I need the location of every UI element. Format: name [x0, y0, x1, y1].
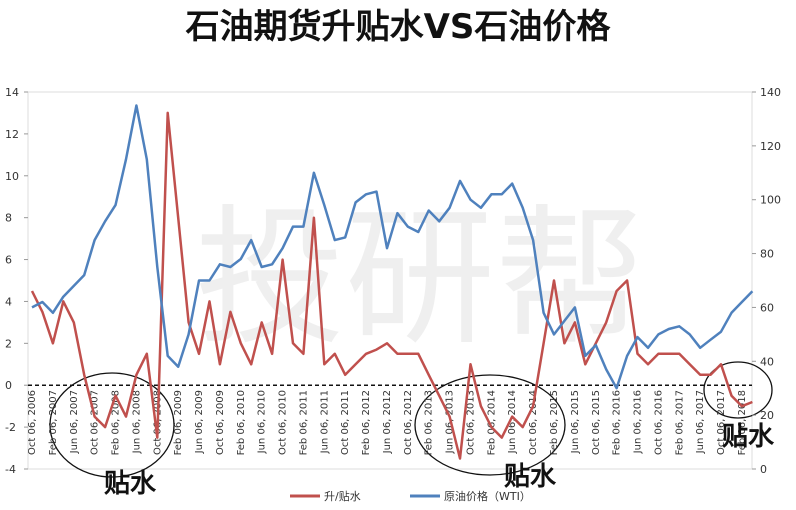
- x-tick-label: Jun 06, 2007: [69, 390, 80, 454]
- y-tick-label: 14: [5, 86, 19, 99]
- x-tick-label: Feb 06, 2008: [111, 390, 122, 455]
- annotation: 贴水: [104, 469, 157, 499]
- x-tick-label: Oct 06, 2006: [27, 390, 38, 455]
- x-tick-label: Oct 06, 2012: [403, 390, 414, 455]
- x-tick-label: Feb 06, 2007: [48, 390, 59, 455]
- x-tick-label: Oct 06, 2011: [340, 390, 351, 455]
- y2-tick-label: 120: [760, 140, 781, 153]
- x-tick-label: Oct 06, 2016: [653, 390, 664, 455]
- y2-tick-label: 100: [760, 194, 781, 207]
- x-tick-label: Jun 06, 2014: [507, 390, 518, 454]
- line-0: [30, 111, 753, 460]
- y2-tick-label: 80: [760, 248, 774, 261]
- x-tick-label: Jun 06, 2017: [695, 390, 706, 454]
- y2-tick-label: 40: [760, 355, 774, 368]
- plot-area: [27, 91, 753, 470]
- watermark: 投研帮: [195, 192, 645, 366]
- x-tick-label: Jun 06, 2015: [570, 390, 581, 454]
- x-tick-label: Oct 06, 2010: [278, 390, 289, 455]
- x-tick-label: Feb 06, 2017: [674, 390, 685, 455]
- x-tick-label: Feb 06, 2015: [549, 390, 560, 455]
- y-tick-label: 10: [5, 170, 19, 183]
- y-tick-label: -2: [5, 421, 16, 434]
- line-1: [31, 104, 754, 390]
- x-tick-label: Oct 06, 2009: [215, 390, 226, 455]
- annotation: 贴水: [504, 462, 557, 492]
- x-tick-label: Oct 06, 2017: [716, 390, 727, 455]
- x-tick-label: Oct 06, 2013: [465, 390, 476, 455]
- x-tick-label: Jun 06, 2016: [633, 390, 644, 454]
- annotation: 贴水: [722, 422, 775, 452]
- circle: [703, 361, 773, 419]
- x-tick-label: Jun 06, 2008: [131, 390, 142, 454]
- x-tick-label: Feb 06, 2014: [486, 390, 497, 455]
- y-tick-label: -4: [5, 463, 16, 476]
- legend-label: 升/贴水: [324, 489, 361, 503]
- y-tick-label: 2: [5, 337, 12, 350]
- circle: [49, 372, 175, 478]
- y2-tick-label: 140: [760, 86, 781, 99]
- x-tick-label: Jun 06, 2010: [257, 390, 268, 454]
- x-tick-label: Feb 06, 2009: [173, 390, 184, 455]
- x-tick-label: Jun 06, 2012: [382, 390, 393, 454]
- x-tick-label: Feb 06, 2016: [612, 390, 623, 455]
- x-tick-label: Oct 06, 2015: [591, 390, 602, 455]
- x-tick-label: Feb 06, 2012: [361, 390, 372, 455]
- x-tick-label: Jun 06, 2009: [194, 390, 205, 454]
- x-tick-label: Feb 06, 2013: [424, 390, 435, 455]
- y-tick-label: 8: [5, 212, 12, 225]
- y-tick-label: 0: [5, 379, 12, 392]
- x-tick-label: Feb 06, 2010: [236, 390, 247, 455]
- x-tick-label: Oct 06, 2007: [90, 390, 101, 455]
- x-tick-label: Oct 06, 2014: [528, 390, 539, 455]
- x-tick-label: Feb 06, 2018: [737, 390, 748, 455]
- y-tick-label: 4: [5, 295, 12, 308]
- legend-label: 原油价格（WTI）: [444, 489, 531, 503]
- y-tick-label: 12: [5, 128, 19, 141]
- y-tick-label: 6: [5, 254, 12, 267]
- y2-tick-label: 60: [760, 301, 774, 314]
- circle: [414, 374, 566, 476]
- x-tick-label: Jun 06, 2011: [319, 390, 330, 454]
- y2-tick-label: 20: [760, 409, 774, 422]
- y2-tick-label: 0: [760, 463, 767, 476]
- x-tick-label: Feb 06, 2011: [298, 390, 309, 455]
- chart-title: 石油期货升贴水VS石油价格: [185, 7, 612, 47]
